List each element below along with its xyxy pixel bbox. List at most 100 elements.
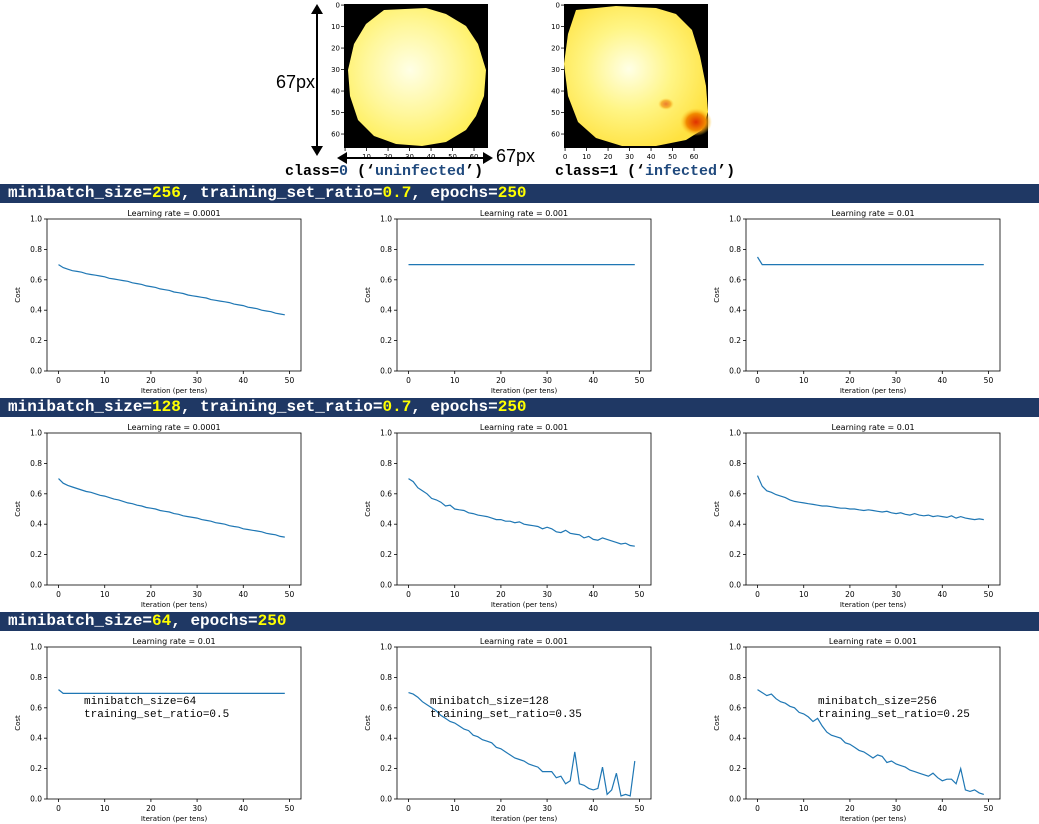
x-tick-label: 10	[799, 804, 809, 813]
image-x-tick-label: 10	[362, 153, 371, 161]
plot-frame	[745, 432, 1001, 586]
image-y-tick-label: 50	[551, 109, 560, 117]
x-axis-label: Iteration (per tens)	[141, 815, 208, 823]
infected-cell-image: 0 10 20 30 40 50 60 0 10 20 30 40 50 60	[551, 2, 712, 161]
cost-series-line	[58, 689, 285, 695]
x-tick-label: 40	[238, 376, 248, 385]
y-axis-label: Cost	[14, 287, 22, 303]
image-y-tick-label: 10	[331, 23, 340, 31]
x-tick-label: 50	[635, 590, 645, 599]
x-tick-label: 30	[192, 804, 202, 813]
x-tick-label: 50	[635, 376, 645, 385]
class-value: 0	[339, 163, 349, 180]
x-tick-label: 30	[891, 376, 901, 385]
chart-annotation: minibatch_size=64	[84, 696, 197, 708]
image-x-tick-label: 40	[427, 153, 436, 161]
chart-annotation: training_set_ratio=0.5	[84, 709, 229, 721]
banner-value: 0.7	[382, 184, 412, 202]
x-tick-label: 0	[56, 804, 61, 813]
plot-frame	[745, 646, 1001, 800]
y-tick-label: 1.0	[30, 429, 42, 438]
banner-key: , epochs=	[411, 398, 498, 416]
horizontal-dimension-label: 67px	[496, 146, 536, 166]
y-axis-label: Cost	[14, 501, 22, 517]
y-tick-label: 0.6	[729, 703, 741, 712]
y-tick-label: 0.4	[729, 734, 741, 743]
y-tick-label: 1.0	[729, 429, 741, 438]
x-tick-label: 10	[799, 376, 809, 385]
class-label: infected	[645, 163, 718, 180]
image-x-tick-label: 0	[343, 153, 347, 161]
chart-title: Learning rate = 0.001	[480, 637, 568, 646]
banner-text: minibatch_size=128, training_set_ratio=0…	[8, 397, 527, 417]
plot-frame	[46, 432, 302, 586]
x-tick-label: 0	[755, 804, 760, 813]
cost-series-line	[58, 478, 285, 538]
y-tick-label: 1.0	[380, 643, 392, 652]
x-tick-label: 20	[845, 376, 855, 385]
y-axis-label: Cost	[713, 287, 721, 303]
x-tick-label: 20	[146, 804, 156, 813]
x-tick-label: 10	[450, 590, 460, 599]
banner-value: 250	[257, 612, 287, 630]
x-tick-label: 20	[146, 590, 156, 599]
class-close: ’)	[465, 163, 484, 180]
config-banner-3: minibatch_size=64, epochs=250	[0, 612, 1039, 631]
x-axis-label: Iteration (per tens)	[491, 815, 558, 823]
x-tick-label: 30	[192, 590, 202, 599]
x-tick-label: 40	[588, 590, 598, 599]
cost-series-line	[756, 475, 984, 521]
image-y-tick-label: 10	[551, 23, 560, 31]
y-tick-label: 0.8	[729, 673, 741, 682]
x-tick-label: 40	[937, 376, 947, 385]
image-x-tick-label: 60	[470, 153, 479, 161]
image-y-tick-label: 40	[331, 88, 340, 96]
cost-series-line	[756, 256, 984, 266]
image-x-tick-label: 20	[384, 153, 393, 161]
x-tick-label: 30	[891, 804, 901, 813]
image-x-tick-label: 30	[405, 153, 414, 161]
learning-curve-chart: Learning rate = 0.01 0 10 20 30 40 50 0.0 0.2 0.4…	[14, 637, 302, 823]
x-tick-label: 20	[496, 590, 506, 599]
image-x-tick-label: 30	[625, 153, 634, 161]
y-tick-label: 0.4	[729, 520, 741, 529]
banner-value: 64	[152, 612, 172, 630]
y-tick-label: 1.0	[30, 643, 42, 652]
class-open: (‘	[618, 163, 646, 180]
x-tick-label: 0	[406, 590, 411, 599]
image-x-tick-label: 60	[690, 153, 699, 161]
x-axis-label: Iteration (per tens)	[840, 387, 907, 395]
y-tick-label: 0.2	[729, 764, 741, 773]
plot-frame	[396, 646, 652, 800]
image-y-tick-label: 60	[551, 131, 560, 139]
learning-curve-chart: Learning rate = 0.001 0 10 20 30 40 50 0.0 0.2 0.…	[364, 423, 652, 609]
chart-annotation: minibatch_size=256	[818, 696, 937, 708]
x-tick-label: 10	[100, 804, 110, 813]
x-tick-label: 0	[755, 376, 760, 385]
y-tick-label: 0.6	[380, 703, 392, 712]
image-y-tick-label: 40	[551, 88, 560, 96]
chart-title: Learning rate = 0.001	[480, 209, 568, 218]
y-tick-label: 0.8	[729, 459, 741, 468]
y-tick-label: 0.8	[380, 673, 392, 682]
infected-caption: class=1 (‘infected’)	[555, 163, 735, 180]
vertical-dimension-arrow	[311, 4, 323, 156]
class-prefix: class=	[285, 163, 340, 180]
image-x-tick-label: 50	[448, 153, 457, 161]
x-tick-label: 40	[937, 590, 947, 599]
cost-series-line	[757, 689, 984, 795]
chart-annotation: training_set_ratio=0.35	[430, 709, 582, 721]
x-tick-label: 50	[285, 590, 295, 599]
y-tick-label: 1.0	[380, 429, 392, 438]
x-axis-label: Iteration (per tens)	[141, 387, 208, 395]
y-tick-label: 0.2	[729, 336, 741, 345]
image-y-tick-label: 0	[336, 2, 340, 10]
y-axis-label: Cost	[364, 715, 372, 731]
learning-curve-chart: Learning rate = 0.001 0 10 20 30 40 50 0.0 0.2 0.…	[713, 637, 1001, 823]
chart-title: Learning rate = 0.0001	[127, 209, 220, 218]
x-tick-label: 10	[450, 804, 460, 813]
x-tick-label: 10	[450, 376, 460, 385]
x-tick-label: 20	[496, 376, 506, 385]
y-tick-label: 0.4	[30, 520, 42, 529]
x-tick-label: 20	[496, 804, 506, 813]
